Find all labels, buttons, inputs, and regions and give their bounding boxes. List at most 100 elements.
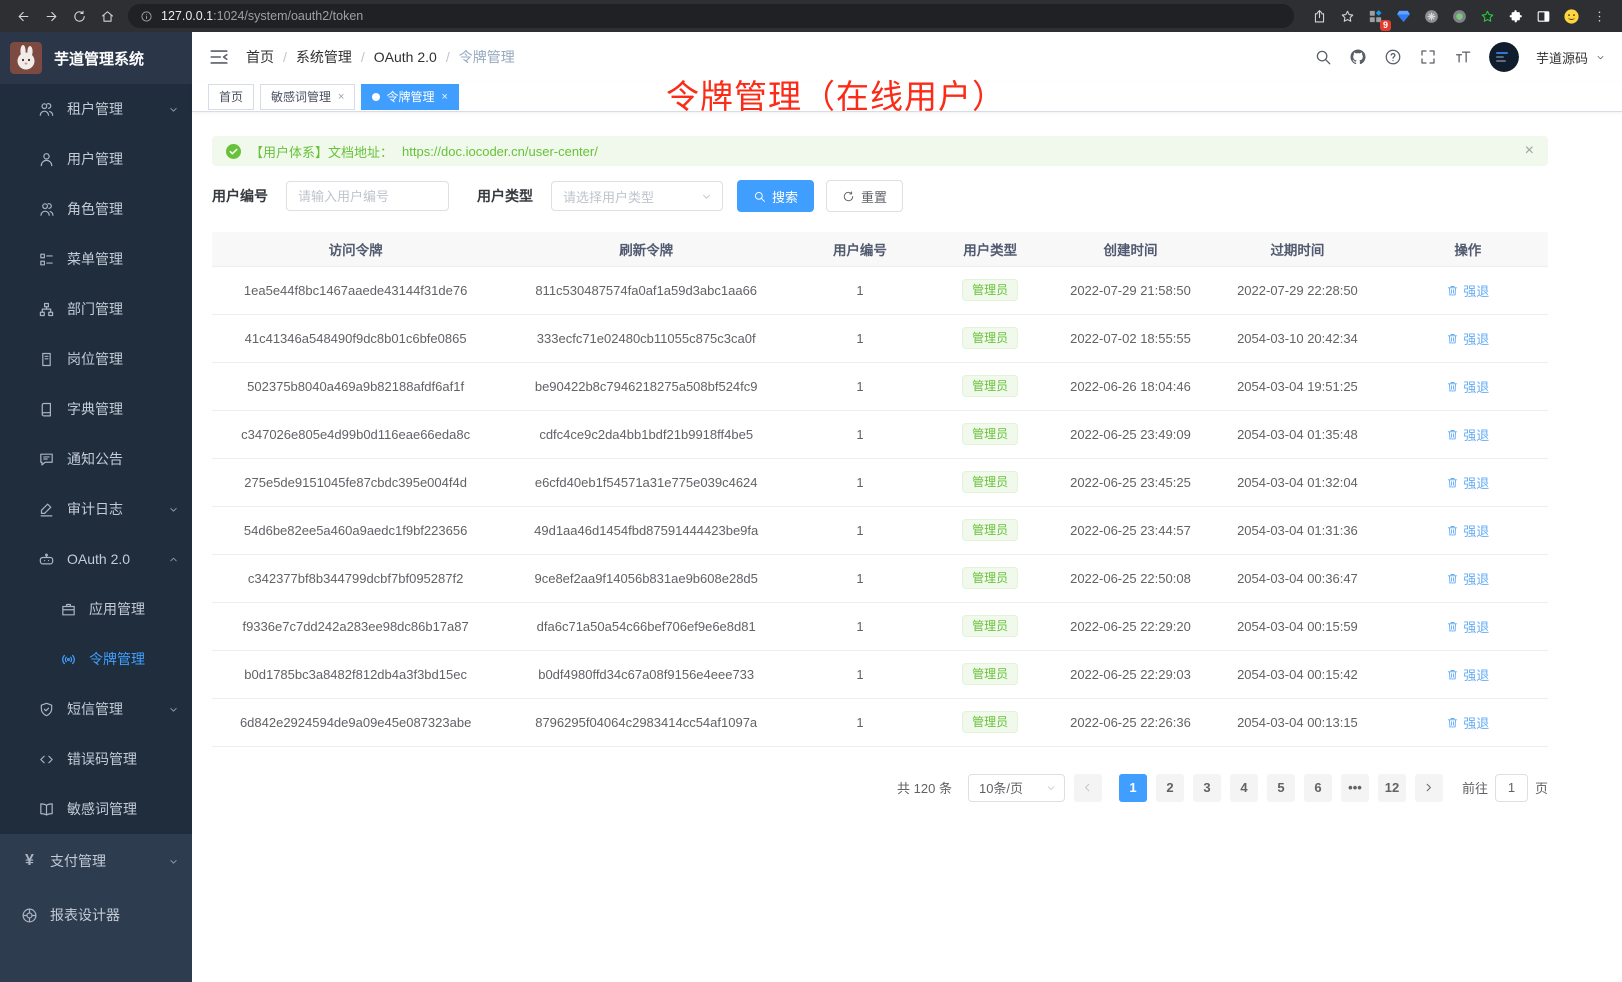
sidebar-item[interactable]: 角色管理 [0, 184, 192, 234]
sidebar-item[interactable]: 错误码管理 [0, 734, 192, 784]
force-logout-button[interactable]: 强退 [1446, 665, 1489, 684]
page-size-select[interactable]: 10条/页 [967, 773, 1065, 802]
force-logout-button[interactable]: 强退 [1446, 281, 1489, 300]
browser-home-icon[interactable] [94, 3, 120, 29]
page-number-button[interactable]: 2 [1155, 773, 1184, 802]
browser-back-icon[interactable] [10, 3, 36, 29]
force-logout-button[interactable]: 强退 [1446, 425, 1489, 444]
sidebar-item[interactable]: 菜单管理 [0, 234, 192, 284]
wheel-extension-icon[interactable] [1418, 3, 1444, 29]
sidebar-item[interactable]: 敏感词管理 [0, 784, 192, 834]
sidebar-item[interactable]: 岗位管理 [0, 334, 192, 384]
search-icon [753, 190, 766, 203]
page-number-button[interactable]: 12 [1377, 773, 1406, 802]
force-logout-button[interactable]: 强退 [1446, 473, 1489, 492]
alert-link[interactable]: https://doc.iocoder.cn/user-center/ [402, 143, 598, 159]
split-window-icon[interactable] [1530, 3, 1556, 29]
force-logout-button[interactable]: 强退 [1446, 569, 1489, 588]
cell-user-id: 1 [793, 650, 927, 699]
errcode-icon [38, 751, 55, 768]
filter-form: 用户编号 用户类型 请选择用户类型 搜索 重置 [212, 180, 1548, 212]
cell-user-type: 管理员 [926, 266, 1054, 315]
github-icon[interactable] [1349, 48, 1367, 66]
tab-close-icon[interactable]: × [338, 90, 345, 103]
font-size-icon[interactable] [1454, 48, 1472, 66]
search-icon[interactable] [1314, 48, 1332, 66]
sidebar-item[interactable]: 部门管理 [0, 284, 192, 334]
force-logout-button[interactable]: 强退 [1446, 329, 1489, 348]
user-id-input[interactable] [286, 181, 449, 211]
user-menu[interactable]: 芋道源码 [1536, 48, 1606, 67]
sidebar-item-label: 角色管理 [67, 201, 123, 217]
sidebar-item[interactable]: 短信管理 [0, 684, 192, 734]
help-icon[interactable] [1384, 48, 1402, 66]
page-number-button[interactable]: 1 [1118, 773, 1147, 802]
page-number-button[interactable]: 4 [1229, 773, 1258, 802]
reset-button[interactable]: 重置 [826, 180, 904, 212]
browser-reload-icon[interactable] [66, 3, 92, 29]
alert-close-icon[interactable]: × [1524, 142, 1534, 159]
puzzle-extensions-icon[interactable] [1502, 3, 1528, 29]
profile-avatar-icon[interactable] [1558, 3, 1584, 29]
site-info-icon[interactable] [140, 10, 153, 23]
alert-text: 【用户体系】文档地址： [250, 144, 394, 160]
force-logout-button[interactable]: 强退 [1446, 617, 1489, 636]
sidebar-item[interactable]: ¥ 支付管理 [0, 834, 192, 888]
search-button[interactable]: 搜索 [737, 180, 815, 212]
page-number-button[interactable]: 6 [1303, 773, 1332, 802]
sidebar-collapse-icon[interactable] [208, 46, 230, 68]
share-icon[interactable] [1306, 3, 1332, 29]
sidebar-item[interactable]: 用户管理 [0, 134, 192, 184]
breadcrumb-item[interactable]: 首页 [246, 49, 274, 65]
next-page-button[interactable] [1414, 773, 1443, 802]
browser-menu-icon[interactable] [1586, 3, 1612, 29]
tab-item[interactable]: 敏感词管理 × [260, 83, 356, 110]
tab-active[interactable]: 令牌管理 × [361, 83, 459, 110]
page-number-button[interactable]: 5 [1266, 773, 1295, 802]
sidebar-item[interactable]: 租户管理 [0, 84, 192, 134]
browser-forward-icon[interactable] [38, 3, 64, 29]
sidebar-item[interactable]: 应用管理 [0, 584, 192, 634]
fullscreen-icon[interactable] [1419, 48, 1437, 66]
address-bar[interactable]: 127.0.0.1:1024/system/oauth2/token [128, 4, 1294, 28]
tab-close-icon[interactable]: × [441, 90, 448, 103]
total-count: 共 120 条 [897, 781, 952, 796]
gem-extension-icon[interactable] [1390, 3, 1416, 29]
force-logout-button[interactable]: 强退 [1446, 377, 1489, 396]
goto-page-input[interactable] [1494, 773, 1528, 802]
page-number-button[interactable]: 3 [1192, 773, 1221, 802]
sidebar-item[interactable]: 审计日志 [0, 484, 192, 534]
breadcrumb-item[interactable]: 令牌管理 [458, 49, 515, 65]
cell-actions: 强退 [1387, 602, 1548, 651]
sidebar-item[interactable]: 令牌管理 [0, 634, 192, 684]
prev-page-button[interactable] [1073, 773, 1102, 802]
record-extension-icon[interactable] [1446, 3, 1472, 29]
green-star-extension-icon[interactable] [1474, 3, 1500, 29]
cell-user-id: 1 [793, 506, 927, 555]
breadcrumb-item[interactable]: OAuth 2.0 [373, 49, 437, 65]
extension-badge: 9 [1379, 20, 1391, 31]
sensitive-icon [38, 801, 55, 818]
breadcrumb-separator: / [445, 49, 450, 65]
user-avatar[interactable] [1488, 42, 1519, 72]
force-logout-button[interactable]: 强退 [1446, 521, 1489, 540]
bookmark-star-icon[interactable] [1334, 3, 1360, 29]
breadcrumb-item[interactable]: 系统管理 [295, 49, 352, 65]
tab-item[interactable]: 首页 [208, 83, 255, 110]
sidebar-item[interactable]: 通知公告 [0, 434, 192, 484]
cell-access-token: 41c41346a548490f9dc8b01c6bfe0865 [212, 314, 500, 363]
sidebar-menu-upper: 租户管理 用户管理角色管理菜单管理 部门管理 岗位管理 字典管理 通知公告 审计日志 OAut… [0, 84, 192, 834]
sidebar-item[interactable]: OAuth 2.0 [0, 534, 192, 584]
page-ellipsis-button[interactable]: ••• [1340, 773, 1369, 802]
extension-grid-icon[interactable]: 9 [1362, 3, 1391, 31]
sidebar-item[interactable]: 字典管理 [0, 384, 192, 434]
app-logo[interactable]: 芋道管理系统 [0, 32, 192, 84]
force-logout-button[interactable]: 强退 [1446, 713, 1489, 732]
cell-user-id: 1 [793, 602, 927, 651]
user-type-select[interactable]: 请选择用户类型 [551, 181, 723, 211]
token-table: 访问令牌 刷新令牌 用户编号 用户类型 创建时间 过期时间 操作 1ea5e44f8bc14… [212, 232, 1548, 747]
sidebar-item[interactable]: 报表设计器 [0, 888, 192, 942]
user-type-badge: 管理员 [962, 278, 1019, 302]
table-row: b0d1785bc3a8482f812db4a3f3bd15ec b0df4980… [212, 650, 1548, 699]
